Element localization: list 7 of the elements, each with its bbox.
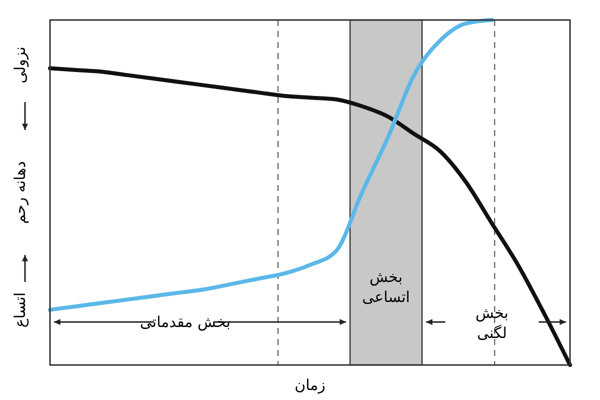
annotation: بخش لگنی <box>476 304 508 342</box>
annotation: بخش اتساعی <box>362 268 410 306</box>
text: نزولی <box>11 46 29 84</box>
annotation: بخش مقدماتی <box>140 313 230 331</box>
y-axis-title: دهانه رحم <box>11 161 29 224</box>
x-axis-title: زمان <box>294 376 326 394</box>
text: اتساع <box>11 292 29 328</box>
